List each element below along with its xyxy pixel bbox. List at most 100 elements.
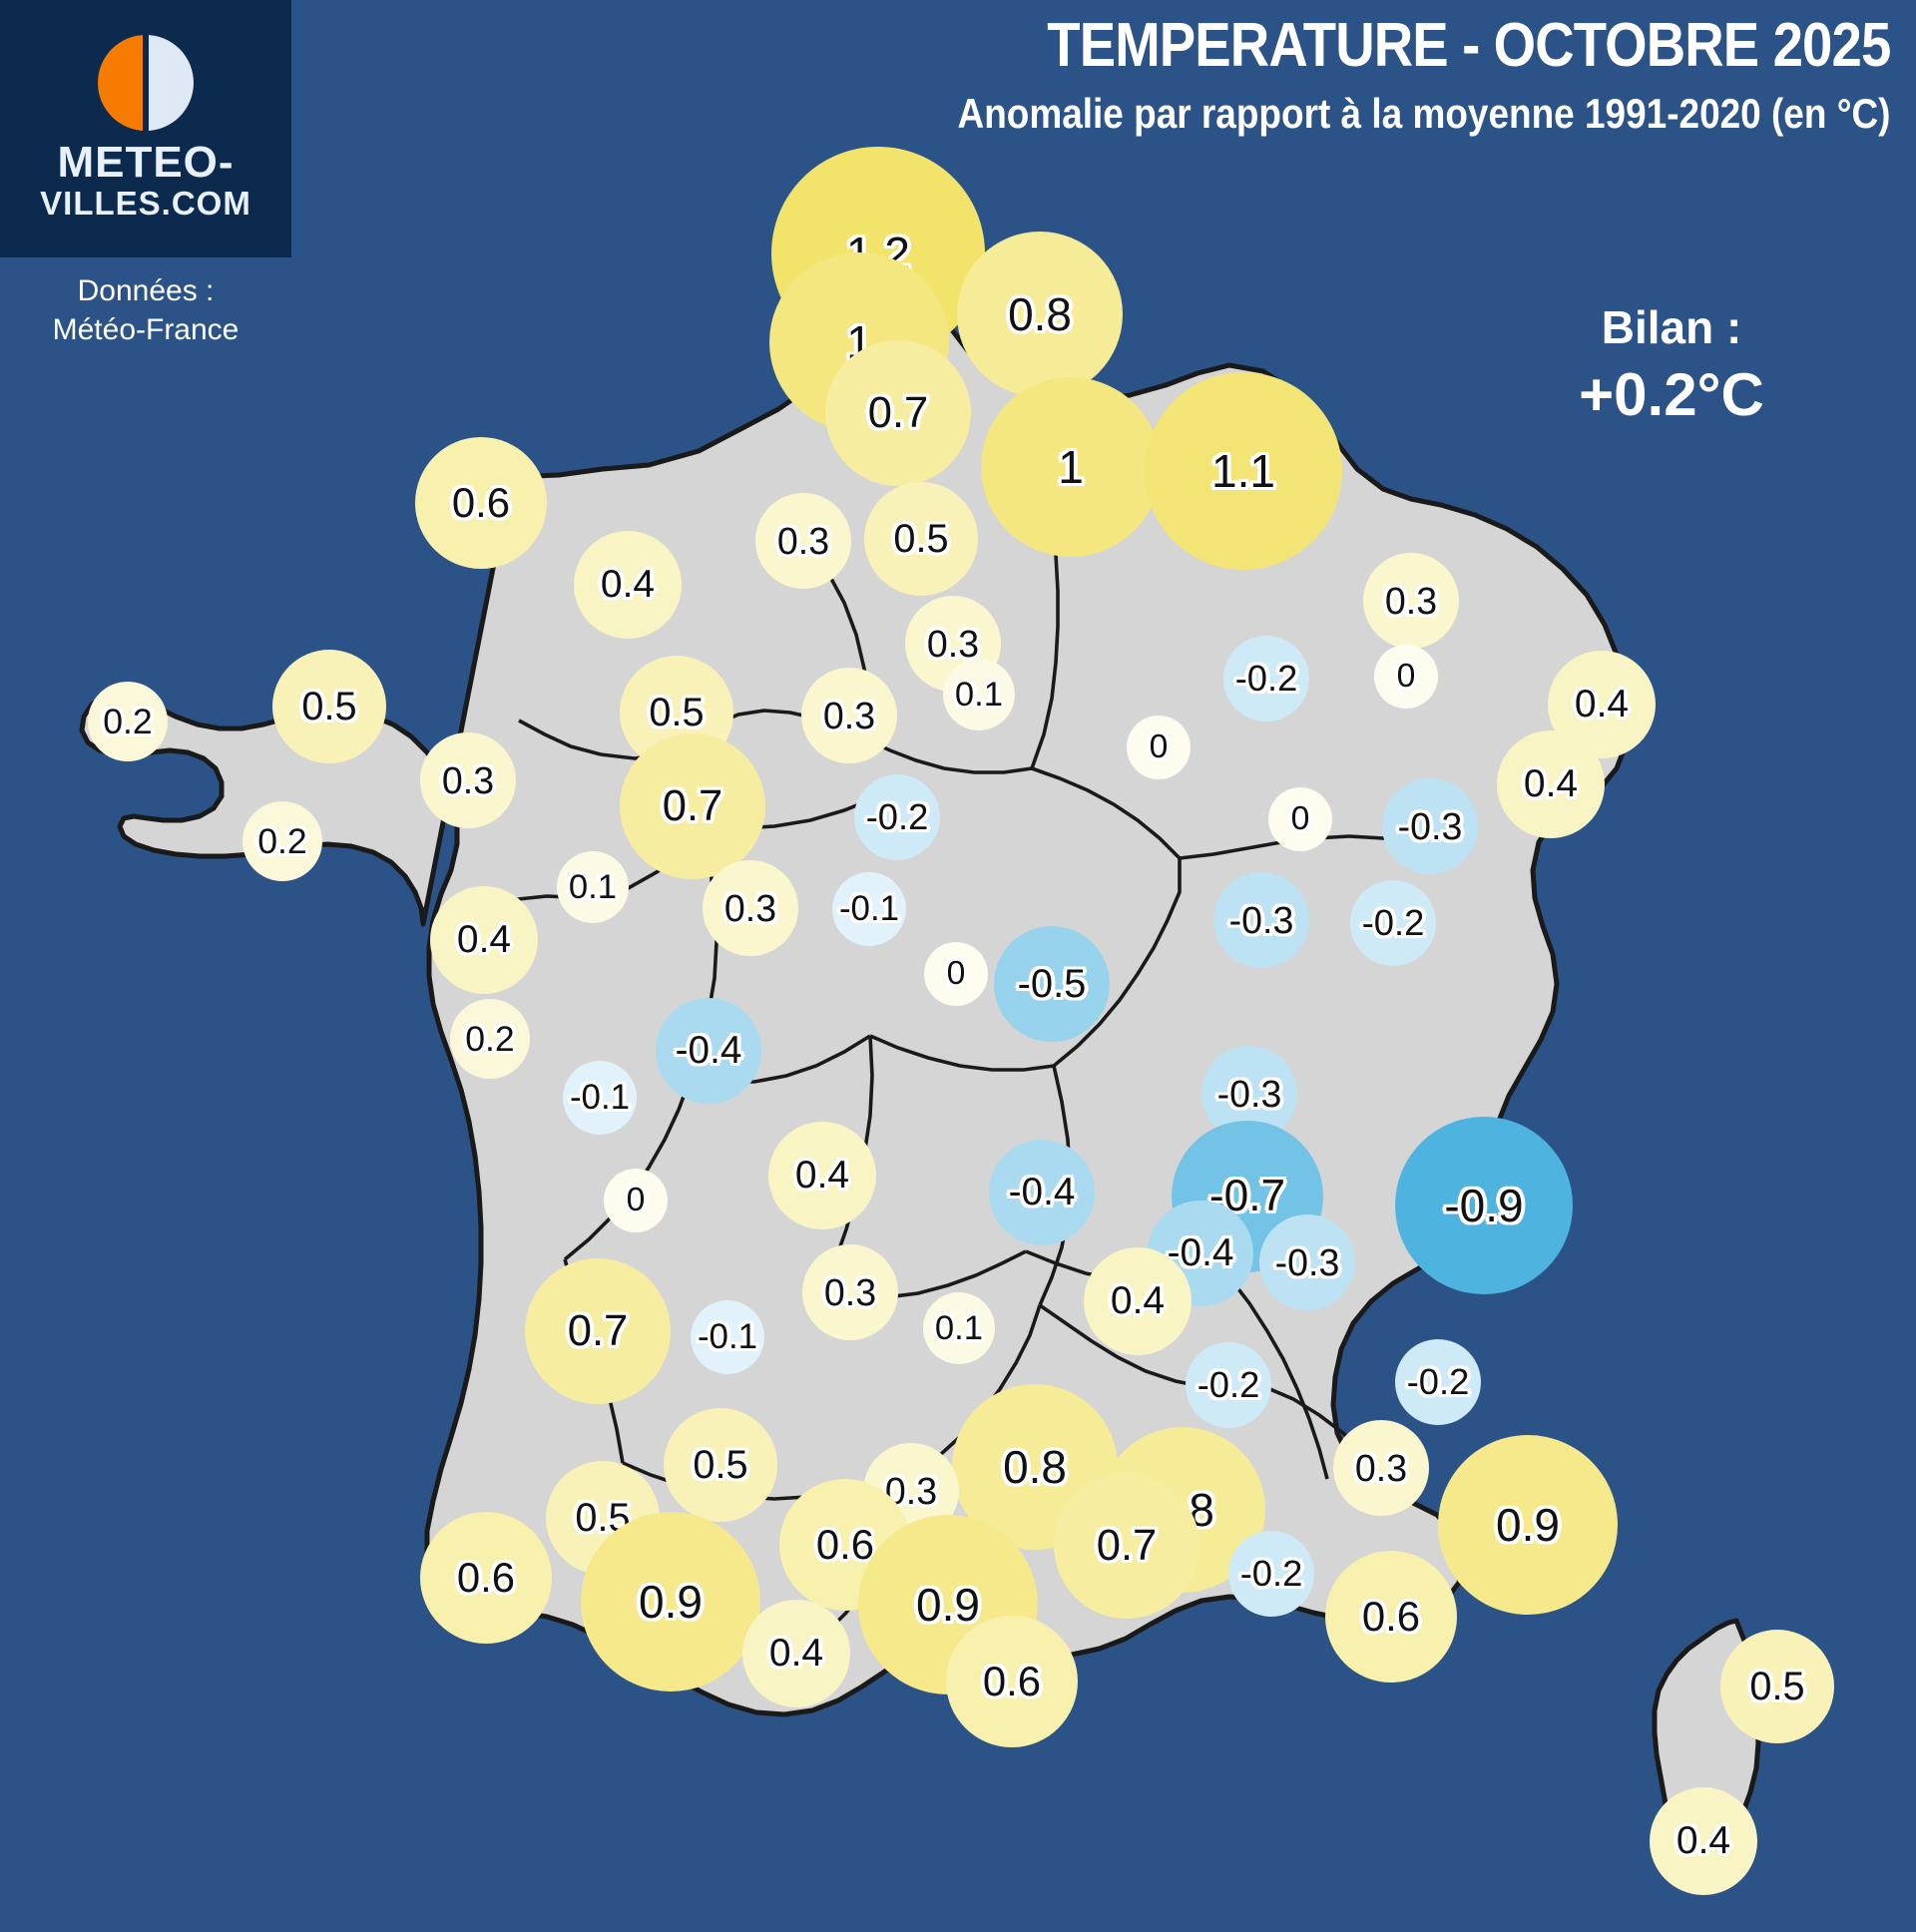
anomaly-value: 0.3	[926, 622, 980, 665]
anomaly-value: 0.4	[768, 1632, 824, 1675]
anomaly-value: -0.1	[838, 889, 900, 928]
anomaly-bubble: 0	[1374, 645, 1438, 709]
anomaly-bubble: 0	[604, 1169, 668, 1232]
anomaly-bubble: 0.5	[272, 650, 386, 763]
anomaly-value: -0.3	[1397, 804, 1463, 847]
anomaly-bubble: 0.3	[755, 493, 851, 589]
anomaly-bubble: -0.3	[1259, 1214, 1355, 1310]
anomaly-bubble: 0.4	[768, 1122, 876, 1229]
anomaly-value: 0.6	[815, 1521, 875, 1568]
anomaly-value: 0.8	[1008, 288, 1072, 340]
anomaly-value: 0.3	[823, 1270, 877, 1313]
anomaly-value: 0	[1149, 728, 1169, 765]
summary-label: Bilan :	[1601, 301, 1742, 353]
anomaly-bubble: -0.2	[1228, 1531, 1314, 1617]
anomaly-value: -0.9	[1444, 1180, 1524, 1231]
anomaly-value: -0.2	[1197, 1364, 1260, 1405]
anomaly-value: 1.1	[1211, 445, 1275, 497]
anomaly-value: 0.5	[1749, 1664, 1805, 1708]
anomaly-value: -0.1	[569, 1078, 631, 1117]
anomaly-bubble: 0	[924, 942, 988, 1006]
anomaly-value: 0.3	[822, 694, 876, 736]
anomaly-bubble: 0	[1268, 787, 1332, 851]
anomaly-bubble: 0.4	[430, 886, 538, 994]
anomaly-value: 0.9	[1496, 1499, 1560, 1551]
anomaly-bubble: -0.2	[1350, 880, 1436, 966]
anomaly-value: -0.4	[1008, 1171, 1076, 1213]
anomaly-value: 0.3	[723, 886, 777, 929]
anomaly-value: 1	[1058, 441, 1084, 493]
anomaly-bubble: 0.4	[1084, 1247, 1192, 1355]
anomaly-bubble: 0	[1127, 716, 1191, 779]
anomaly-bubble: 0.5	[1720, 1630, 1834, 1743]
anomaly-value: 0.5	[301, 684, 357, 728]
anomaly-bubble: -0.2	[1395, 1339, 1481, 1425]
logo-text-line1: METEO-	[57, 138, 235, 188]
anomaly-bubble: 0.4	[742, 1600, 850, 1707]
page-subtitle: Anomalie par rapport à la moyenne 1991-2…	[957, 90, 1890, 137]
anomaly-value: 0.3	[441, 758, 495, 801]
anomaly-bubble: 0.3	[420, 732, 516, 828]
anomaly-bubble: 0.5	[864, 482, 978, 596]
anomaly-value: 0.7	[1096, 1521, 1158, 1570]
anomaly-value: 0.6	[1361, 1593, 1421, 1640]
anomaly-value: 0.2	[257, 820, 307, 861]
anomaly-bubble: 0.8	[957, 232, 1123, 397]
half-circle-logo-icon	[98, 35, 194, 132]
anomaly-value: 0.2	[103, 701, 153, 741]
anomaly-bubble: 1	[981, 377, 1161, 557]
anomaly-value: -0.3	[1228, 898, 1294, 941]
anomaly-bubble: 0.3	[801, 668, 897, 763]
anomaly-bubble: -0.4	[1148, 1201, 1253, 1306]
anomaly-value: -0.2	[1361, 902, 1425, 943]
anomaly-bubble: 1.1	[1145, 372, 1342, 570]
credit-line-2: Météo-France	[52, 313, 240, 346]
anomaly-bubble: 0.9	[1438, 1435, 1618, 1615]
anomaly-value: -0.2	[1234, 658, 1298, 699]
anomaly-value: 0.1	[568, 867, 618, 906]
anomaly-value: -0.5	[1017, 961, 1087, 1006]
anomaly-value: 0.4	[1676, 1819, 1731, 1862]
anomaly-value: 0.5	[649, 690, 705, 734]
anomaly-bubble: -0.1	[832, 872, 906, 946]
summary-block: Bilan : +0.2°C	[1507, 299, 1836, 432]
anomaly-value: -0.3	[1274, 1240, 1340, 1283]
data-credit: Données : Météo-France	[0, 271, 291, 349]
anomaly-bubble: 0.7	[525, 1258, 671, 1404]
anomaly-bubble: -0.9	[1395, 1117, 1573, 1294]
anomaly-bubble: 0.4	[1497, 730, 1605, 838]
anomaly-bubble: 0.4	[1650, 1787, 1757, 1895]
anomaly-value: 0.7	[662, 781, 723, 830]
anomaly-value: 0.5	[893, 516, 949, 561]
anomaly-value: 0.9	[916, 1579, 980, 1631]
anomaly-value: 0.4	[600, 563, 656, 606]
anomaly-value: -0.2	[1406, 1361, 1470, 1402]
anomaly-bubble: 0.6	[946, 1616, 1078, 1747]
anomaly-value: -0.2	[1239, 1553, 1303, 1594]
anomaly-bubble: -0.3	[1213, 872, 1309, 968]
anomaly-value: 0	[946, 955, 966, 992]
anomaly-bubble: -0.2	[1186, 1342, 1271, 1428]
anomaly-bubble: 0.6	[415, 437, 547, 569]
anomaly-value: 0.3	[1384, 579, 1438, 622]
anomaly-bubble: 0.2	[450, 999, 530, 1079]
anomaly-value: 0.6	[456, 1554, 516, 1601]
anomaly-bubble: -0.4	[989, 1140, 1095, 1245]
anomaly-bubble: 0.9	[581, 1512, 760, 1691]
anomaly-value: 0.5	[693, 1442, 748, 1487]
anomaly-value: 0.3	[1354, 1446, 1408, 1489]
anomaly-bubble: 0.7	[825, 340, 971, 486]
anomaly-value: -0.3	[1216, 1072, 1282, 1115]
brand-logo-panel: METEO- VILLES.COM	[0, 0, 291, 257]
anomaly-bubble: -0.2	[854, 774, 940, 860]
anomaly-bubble: 0.6	[1325, 1551, 1457, 1683]
anomaly-bubble: 0.3	[703, 860, 798, 956]
anomaly-bubble: 0.3	[802, 1244, 898, 1340]
anomaly-bubble: -0.3	[1382, 778, 1478, 874]
anomaly-bubble: 0.6	[420, 1512, 552, 1644]
anomaly-value: 0	[1290, 800, 1310, 837]
anomaly-value: 0.1	[934, 1308, 984, 1347]
anomaly-bubble: 0.7	[620, 733, 765, 879]
anomaly-value: 0.4	[1110, 1279, 1166, 1322]
anomaly-bubble: 0.1	[923, 1292, 995, 1364]
